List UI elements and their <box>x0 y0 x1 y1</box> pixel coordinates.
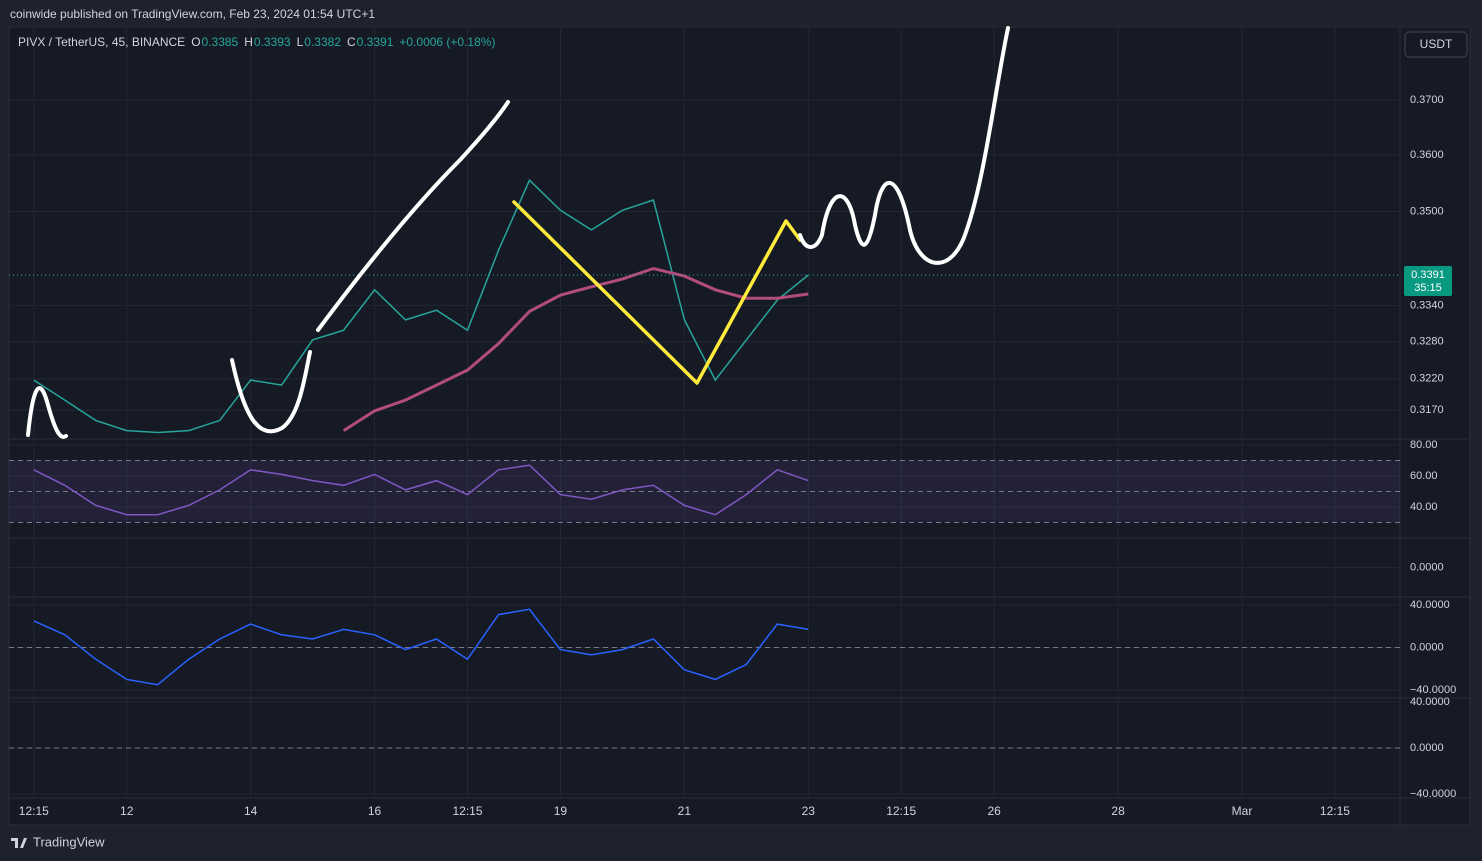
x-tick-label: Mar <box>1232 804 1253 818</box>
y-tick-label: 60.00 <box>1410 470 1438 482</box>
currency-button[interactable] <box>1404 31 1468 58</box>
y-tick-label: 0.3220 <box>1410 373 1444 385</box>
legend: PIVX / TetherUS, 45, BINANCE O 0.3385 H 0.3… <box>18 35 495 49</box>
y-tick-label: 0.3600 <box>1410 149 1444 161</box>
series-line <box>33 464 809 516</box>
x-tick-label: 26 <box>987 804 1001 818</box>
currency: USDT <box>1420 37 1453 51</box>
change: +0.0006 (+0.18%) <box>399 35 495 49</box>
x-tick-label: 14 <box>244 804 258 818</box>
series-line <box>33 608 809 686</box>
y-tick-label: 40.00 <box>1410 501 1438 513</box>
x-tick-label: 12:15 <box>19 804 49 818</box>
x-tick-label: 12:15 <box>1320 804 1350 818</box>
y-tick-label: 40.0000 <box>1410 599 1450 611</box>
x-tick-label: 12:15 <box>886 804 916 818</box>
drawing-projection <box>798 26 1010 265</box>
x-tick-label: 12 <box>120 804 134 818</box>
y-tick-label: 0.3340 <box>1410 299 1444 311</box>
x-tick-label: 16 <box>368 804 382 818</box>
symbol: PIVX / TetherUS, 45, BINANCE <box>18 35 185 49</box>
ohlc-value: 0.3382 <box>304 35 341 49</box>
x-tick-label: 21 <box>678 804 692 818</box>
last-price-box <box>1404 265 1452 296</box>
ohlc-value: 0.3393 <box>254 35 291 49</box>
y-tick-label: −40.0000 <box>1410 684 1456 696</box>
drawing-zigzag <box>512 200 802 385</box>
y-tick-label: 40.0000 <box>1410 696 1450 708</box>
logo: TradingView <box>11 834 105 849</box>
drawings <box>26 26 1010 439</box>
y-tick-label: 0.3280 <box>1410 336 1444 348</box>
y-tick-label: 0.0000 <box>1410 641 1444 653</box>
last-price: 0.3391 <box>1411 269 1445 281</box>
y-tick-label: 0.3500 <box>1410 205 1444 217</box>
y-tick-label: 80.00 <box>1410 439 1438 451</box>
ohlc-key: C <box>347 35 356 49</box>
ohlc-key: O <box>191 35 200 49</box>
y-tick-label: 0.3700 <box>1410 94 1444 106</box>
x-tick-label: 12:15 <box>452 804 482 818</box>
series-line <box>33 178 809 434</box>
y-tick-label: 0.0000 <box>1410 561 1444 573</box>
ohlc-value: 0.3385 <box>202 35 239 49</box>
x-tick-label: 28 <box>1111 804 1125 818</box>
y-tick-label: 0.0000 <box>1410 742 1444 754</box>
series-line <box>342 266 809 432</box>
logo-text: TradingView <box>33 834 105 849</box>
y-tick-label: −40.0000 <box>1410 788 1456 800</box>
ohlc-key: H <box>244 35 253 49</box>
drawing-curve <box>230 350 312 434</box>
x-tick-label: 19 <box>554 804 568 818</box>
drawing-curve <box>316 100 510 332</box>
y-tick-label: 0.3170 <box>1410 404 1444 416</box>
ohlc-value: 0.3391 <box>357 35 394 49</box>
publish-header: coinwide published on TradingView.com, F… <box>10 7 375 21</box>
ohlc-key: L <box>297 35 304 49</box>
countdown: 35:15 <box>1414 282 1442 294</box>
x-tick-label: 23 <box>802 804 816 818</box>
logo-icon <box>11 838 27 848</box>
drawing-curve <box>26 386 68 439</box>
chart-frame <box>8 26 1471 826</box>
